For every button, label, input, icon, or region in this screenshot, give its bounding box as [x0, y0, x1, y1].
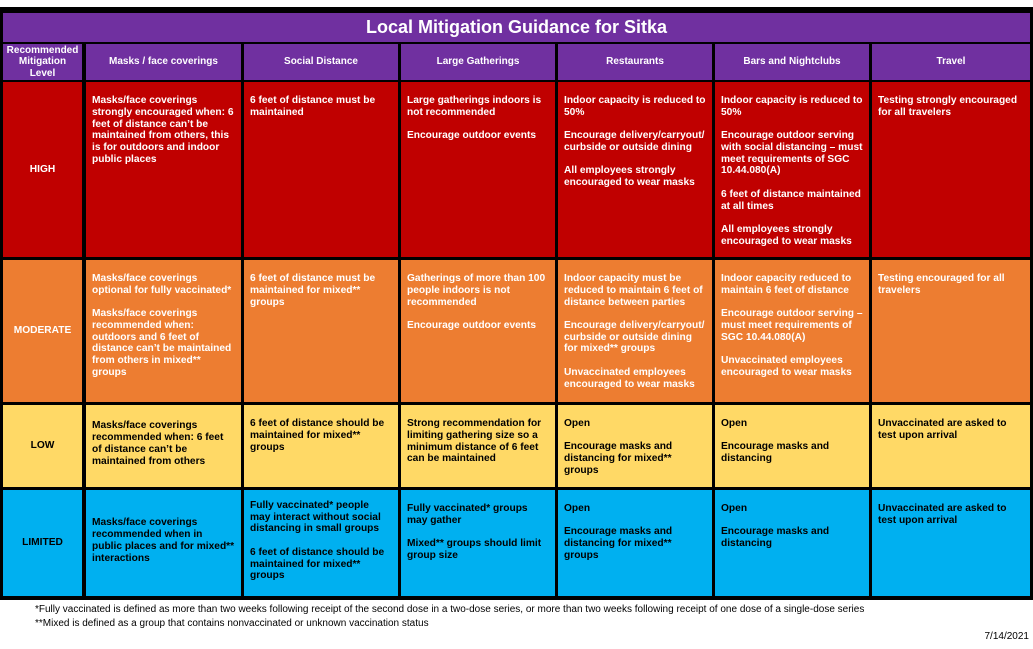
guidance-text: Masks/face coverings recommended when: 6…	[92, 420, 224, 467]
guidance-text: Masks/face coverings recommended when in…	[92, 517, 235, 564]
header-large-gatherings: Large Gatherings	[401, 44, 555, 80]
header-level: Recommended Mitigation Level	[3, 44, 82, 80]
moderate-restaurants-cell: Indoor capacity must be reduced to maint…	[558, 260, 712, 402]
guidance-text: Testing strongly encouraged for all trav…	[878, 95, 1018, 118]
document-date: 7/14/2021	[984, 631, 1030, 642]
guidance-text: Testing encouraged for all travelers	[878, 273, 1005, 296]
high-bars-nightclubs-cell: Indoor capacity is reduced to 50% Encoura…	[715, 82, 869, 257]
limited-masks-cell: Masks/face coverings recommended when in…	[86, 490, 241, 596]
low-social-distance-cell: 6 feet of distance should be maintained …	[244, 405, 398, 487]
guidance-text: 6 feet of distance should be maintained …	[250, 546, 385, 582]
level-low: LOW	[3, 405, 82, 487]
guidance-text: Indoor capacity must be reduced to maint…	[564, 273, 703, 308]
limited-bars-nightclubs-cell: Open Encourage masks and distancing	[715, 490, 869, 596]
guidance-text: 6 feet of distance must be maintained	[250, 95, 376, 118]
guidance-text: Open	[721, 503, 748, 514]
moderate-social-distance-cell: 6 feet of distance must be maintained fo…	[244, 260, 398, 402]
guidance-text: Open	[564, 503, 591, 514]
low-large-gatherings-cell: Strong recommendation for limiting gathe…	[401, 405, 555, 487]
guidance-text: Encourage outdoor serving – must meet re…	[721, 308, 863, 343]
guidance-text: Masks/face coverings recommended when: o…	[92, 308, 232, 379]
limited-travel-cell: Unvaccinated are asked to test upon arri…	[872, 490, 1030, 596]
moderate-large-gatherings-cell: Gatherings of more than 100 people indoo…	[401, 260, 555, 402]
header-bars-nightclubs: Bars and Nightclubs	[715, 44, 869, 80]
moderate-bars-nightclubs-cell: Indoor capacity reduced to maintain 6 fe…	[715, 260, 869, 402]
guidance-text: Open	[564, 418, 591, 429]
guidance-text: Fully vaccinated* people may interact wi…	[250, 499, 381, 535]
guidance-text: Gatherings of more than 100 people indoo…	[407, 273, 546, 308]
guidance-text: Unvaccinated are asked to test upon arri…	[878, 418, 1007, 441]
low-bars-nightclubs-cell: Open Encourage masks and distancing	[715, 405, 869, 487]
header-travel: Travel	[872, 44, 1030, 80]
header-masks: Masks / face coverings	[86, 44, 241, 80]
guidance-text: Strong recommendation for limiting gathe…	[407, 418, 542, 465]
guidance-text: Encourage masks and distancing for mixed…	[564, 441, 673, 476]
guidance-text: All employees strongly encouraged to wea…	[721, 223, 852, 247]
guidance-text: Unvaccinated employees encouraged to wea…	[564, 366, 695, 390]
limited-restaurants-cell: Open Encourage masks and distancing for m…	[558, 490, 712, 596]
low-travel-cell: Unvaccinated are asked to test upon arri…	[872, 405, 1030, 487]
low-masks-cell: Masks/face coverings recommended when: 6…	[86, 405, 241, 487]
high-travel-cell: Testing strongly encouraged for all trav…	[872, 82, 1030, 257]
footnote-mixed: **Mixed is defined as a group that conta…	[35, 618, 429, 629]
guidance-text: Encourage delivery/carryout/ curbside or…	[564, 319, 705, 355]
limited-large-gatherings-cell: Fully vaccinated* groups may gather Mixed…	[401, 490, 555, 596]
guidance-text: Large gatherings indoors is not recommen…	[407, 95, 542, 118]
guidance-text: Encourage delivery/carryout/ curbside or…	[564, 130, 705, 153]
level-moderate: MODERATE	[3, 260, 82, 402]
guidance-text: Encourage masks and distancing	[721, 441, 830, 465]
guidance-text: Masks/face coverings strongly encouraged…	[92, 95, 234, 165]
limited-social-distance-cell: Fully vaccinated* people may interact wi…	[244, 490, 398, 596]
header-restaurants: Restaurants	[558, 44, 712, 80]
guidance-text: Unvaccinated employees encouraged to wea…	[721, 354, 852, 378]
level-limited: LIMITED	[3, 490, 82, 596]
guidance-text: Encourage outdoor events	[407, 319, 537, 331]
guidance-text: All employees strongly encouraged to wea…	[564, 165, 695, 188]
guidance-text: Encourage masks and distancing	[721, 526, 830, 550]
high-masks-cell: Masks/face coverings strongly encouraged…	[86, 82, 241, 257]
guidance-text: 6 feet of distance must be maintained fo…	[250, 273, 376, 308]
guidance-text: Encourage outdoor serving with social di…	[721, 130, 863, 177]
guidance-text: Indoor capacity is reduced to 50%	[721, 95, 863, 118]
low-restaurants-cell: Open Encourage masks and distancing for m…	[558, 405, 712, 487]
guidance-text: Fully vaccinated* groups may gather	[407, 503, 528, 526]
page-title: Local Mitigation Guidance for Sitka	[3, 13, 1030, 42]
footnote-fully-vaccinated: *Fully vaccinated is defined as more tha…	[35, 604, 865, 615]
moderate-travel-cell: Testing encouraged for all travelers	[872, 260, 1030, 402]
moderate-masks-cell: Masks/face coverings optional for fully …	[86, 260, 241, 402]
guidance-text: 6 feet of distance should be maintained …	[250, 418, 385, 453]
header-social-distance: Social Distance	[244, 44, 398, 80]
guidance-text: Unvaccinated are asked to test upon arri…	[878, 503, 1007, 526]
guidance-text: Encourage outdoor events	[407, 130, 537, 142]
guidance-text: Indoor capacity is reduced to 50%	[564, 95, 706, 118]
guidance-text: Indoor capacity reduced to maintain 6 fe…	[721, 273, 852, 296]
level-high: HIGH	[3, 82, 82, 257]
high-restaurants-cell: Indoor capacity is reduced to 50% Encoura…	[558, 82, 712, 257]
guidance-text: 6 feet of distance maintained at all tim…	[721, 188, 861, 212]
high-large-gatherings-cell: Large gatherings indoors is not recommen…	[401, 82, 555, 257]
guidance-text: Encourage masks and distancing for mixed…	[564, 526, 673, 561]
guidance-text: Mixed** groups should limit group size	[407, 538, 542, 561]
guidance-text: Masks/face coverings optional for fully …	[92, 273, 232, 296]
high-social-distance-cell: 6 feet of distance must be maintained	[244, 82, 398, 257]
guidance-text: Open	[721, 418, 748, 429]
